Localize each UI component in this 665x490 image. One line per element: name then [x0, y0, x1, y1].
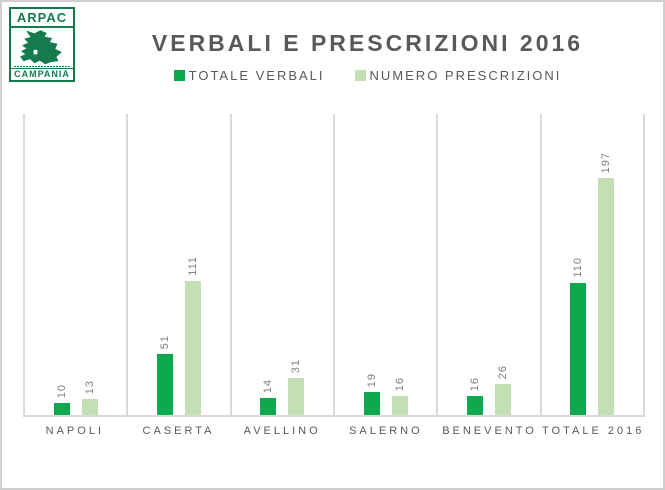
bar-group-totale-verbali-napoli: 10	[53, 383, 70, 415]
bar-totale-verbali-totale-2016	[570, 283, 587, 415]
category-label-benevento: BENEVENTO	[442, 425, 537, 437]
bar-value-label: 51	[158, 334, 171, 349]
arpac-logo-text: ARPAC	[11, 9, 73, 28]
bar-value-label: 110	[572, 257, 585, 278]
legend-item-numero-prescrizioni: NUMERO PRESCRIZIONI	[354, 68, 562, 83]
panel-avellino: 14 31	[232, 114, 335, 415]
bar-group-totale-verbali-benevento: 16	[466, 376, 483, 415]
panel-napoli: 10 13	[25, 114, 129, 415]
arpac-logo: ARPAC CAMPANIA	[9, 7, 75, 82]
panel-salerno: 19 16	[335, 114, 439, 415]
bar-group-totale-verbali-avellino: 14	[260, 378, 277, 415]
category-label-salerno: SALERNO	[349, 425, 423, 437]
bar-totale-verbali-avellino	[260, 398, 277, 415]
bar-group-totale-verbali-totale-2016: 110	[570, 257, 587, 415]
bar-numero-prescrizioni-avellino	[288, 378, 305, 415]
bar-value-label: 14	[262, 378, 275, 393]
legend-swatch-dark-green-icon	[173, 70, 185, 81]
category-label-avellino: AVELLINO	[243, 425, 321, 437]
bar-numero-prescrizioni-benevento	[494, 384, 511, 415]
bar-numero-prescrizioni-caserta	[184, 281, 201, 415]
bar-numero-prescrizioni-totale-2016	[598, 178, 615, 415]
plot-area: 10 13 51 111 14 31 19 16 16 26 110 197	[23, 114, 645, 417]
category-label-totale-2016: TOTALE 2016	[542, 425, 645, 437]
bar-group-numero-prescrizioni-benevento: 26	[494, 364, 511, 415]
legend-label: TOTALE VERBALI	[188, 68, 325, 83]
category-label-caserta: CASERTA	[142, 425, 215, 437]
bar-group-totale-verbali-caserta: 51	[156, 334, 173, 415]
bar-group-numero-prescrizioni-salerno: 16	[391, 376, 408, 415]
bar-numero-prescrizioni-salerno	[391, 396, 408, 415]
logo-subtext-line	[14, 66, 70, 67]
panel-benevento: 16 26	[438, 114, 542, 415]
bar-value-label: 31	[290, 358, 303, 373]
panel-caserta: 51 111	[128, 114, 232, 415]
bar-group-numero-prescrizioni-avellino: 31	[288, 358, 305, 415]
bar-value-label: 26	[496, 364, 509, 379]
bar-value-label: 16	[468, 376, 481, 391]
legend-label: NUMERO PRESCRIZIONI	[369, 68, 562, 83]
chart-legend: TOTALE VERBALI NUMERO PRESCRIZIONI	[80, 68, 655, 83]
bar-totale-verbali-napoli	[53, 403, 70, 415]
legend-swatch-light-green-icon	[354, 70, 366, 81]
category-labels: NAPOLI CASERTA AVELLINO SALERNO BENEVENTO TOT…	[23, 425, 645, 437]
panel-totale-2016: 110 197	[542, 114, 645, 415]
bar-totale-verbali-salerno	[363, 392, 380, 415]
bar-numero-prescrizioni-napoli	[81, 399, 98, 415]
bar-totale-verbali-benevento	[466, 396, 483, 415]
campania-logo-text: CAMPANIA	[11, 68, 73, 80]
chart-title: VERBALI E PRESCRIZIONI 2016	[151, 30, 584, 56]
legend-item-totale-verbali: TOTALE VERBALI	[173, 68, 325, 83]
bar-group-numero-prescrizioni-totale-2016: 197	[598, 151, 615, 415]
bar-value-label: 16	[393, 376, 406, 391]
campania-map-icon	[11, 28, 73, 66]
bar-value-label: 111	[186, 256, 199, 276]
bar-group-numero-prescrizioni-napoli: 13	[81, 379, 98, 415]
bar-value-label: 13	[83, 379, 96, 394]
bar-value-label: 197	[600, 151, 613, 173]
bar-value-label: 19	[365, 372, 378, 387]
bar-totale-verbali-caserta	[156, 354, 173, 415]
bar-group-totale-verbali-salerno: 19	[363, 372, 380, 415]
bar-value-label: 10	[55, 383, 68, 398]
bar-group-numero-prescrizioni-caserta: 111	[184, 256, 201, 415]
category-label-napoli: NAPOLI	[45, 425, 105, 437]
